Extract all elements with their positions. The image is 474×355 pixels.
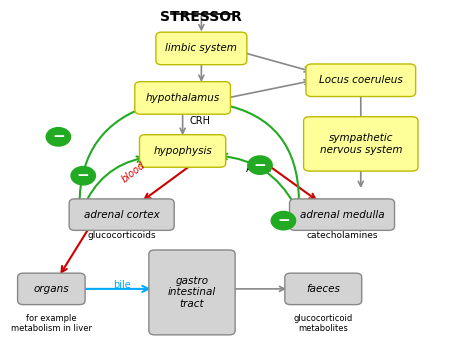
Text: adrenal cortex: adrenal cortex (84, 210, 160, 220)
FancyBboxPatch shape (290, 199, 394, 230)
Circle shape (46, 128, 71, 146)
Circle shape (248, 156, 272, 174)
FancyBboxPatch shape (285, 273, 362, 305)
FancyBboxPatch shape (135, 82, 230, 114)
Text: Locus coeruleus: Locus coeruleus (319, 75, 402, 85)
Text: faeces: faeces (306, 284, 340, 294)
Text: for example
metabolism in liver: for example metabolism in liver (11, 313, 92, 333)
FancyBboxPatch shape (303, 117, 418, 171)
Text: hypothalamus: hypothalamus (146, 93, 220, 103)
FancyBboxPatch shape (139, 135, 226, 167)
FancyBboxPatch shape (69, 199, 174, 230)
Text: ACTH: ACTH (246, 164, 273, 174)
Text: STRESSOR: STRESSOR (160, 10, 242, 23)
Text: −: − (254, 158, 266, 173)
Text: limbic system: limbic system (165, 43, 237, 54)
FancyBboxPatch shape (18, 273, 85, 305)
Text: catecholamines: catecholamines (306, 231, 378, 240)
Text: glucocorticoids: glucocorticoids (87, 231, 156, 240)
Text: −: − (77, 168, 90, 183)
Text: −: − (52, 129, 65, 144)
Text: sympathetic
nervous system: sympathetic nervous system (319, 133, 402, 155)
Text: bile: bile (113, 280, 130, 290)
FancyBboxPatch shape (156, 32, 247, 65)
Text: glucocorticoid
metabolites: glucocorticoid metabolites (294, 313, 353, 333)
Text: gastro
intestinal
tract: gastro intestinal tract (168, 276, 216, 309)
Text: hypophysis: hypophysis (153, 146, 212, 156)
Circle shape (71, 166, 95, 185)
Circle shape (271, 212, 296, 230)
Text: organs: organs (34, 284, 69, 294)
Text: blood: blood (119, 160, 147, 185)
Text: CRH: CRH (190, 116, 210, 126)
Text: −: − (277, 213, 290, 228)
FancyBboxPatch shape (306, 64, 416, 97)
FancyBboxPatch shape (149, 250, 235, 335)
Text: adrenal medulla: adrenal medulla (300, 210, 384, 220)
